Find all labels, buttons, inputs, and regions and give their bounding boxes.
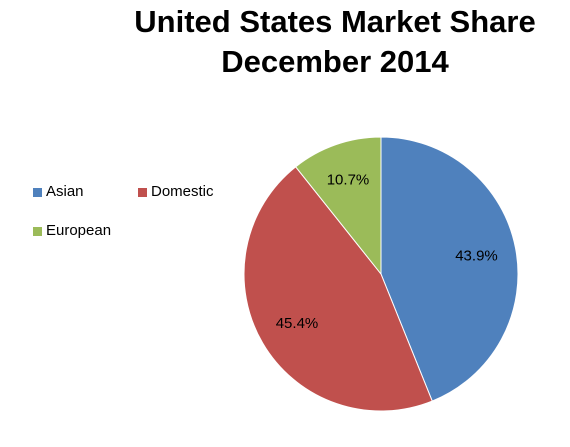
legend-swatch-domestic <box>138 187 147 197</box>
legend-swatch-asian <box>33 187 42 197</box>
pie-slice-domestic <box>243 166 433 412</box>
legend-item-european: European <box>33 222 111 240</box>
chart-title-line-2: December 2014 <box>221 44 449 79</box>
chart-title: United States Market Share December 2014 <box>110 2 560 82</box>
slice-label-domestic: 45.4% <box>276 315 319 332</box>
chart-title-line-1: United States Market Share <box>134 4 536 39</box>
legend-label-european: European <box>46 222 112 239</box>
pie-slice-european <box>294 136 382 276</box>
slice-label-asian: 43.9% <box>455 248 498 265</box>
legend-item-domestic: Domestic <box>138 183 214 201</box>
slice-label-european: 10.7% <box>327 172 370 189</box>
pie-slice-asian <box>380 136 519 402</box>
legend-label-asian: Asian <box>46 183 84 200</box>
legend-label-domestic: Domestic <box>151 183 214 200</box>
legend-swatch-european <box>33 226 42 236</box>
legend-item-asian: Asian <box>33 183 84 201</box>
